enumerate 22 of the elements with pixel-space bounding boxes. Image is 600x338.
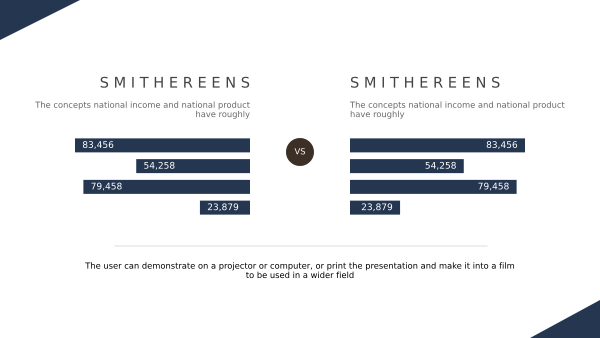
data-label: 83,456: [82, 141, 114, 149]
bar: [350, 159, 464, 174]
text: VS: [294, 148, 306, 154]
bar: [136, 159, 250, 174]
chart-title: S M I T H E R E E N S: [350, 76, 500, 88]
data-label: 54,258: [426, 162, 456, 170]
chart-subtitle: The concepts national income and national product have roughly: [350, 101, 565, 119]
data-label: 23,879: [362, 203, 392, 212]
bar: [83, 180, 250, 194]
bar: [200, 200, 250, 215]
data-label: 54,258: [144, 162, 174, 170]
chart-subtitle: The concepts national income and national product have roughly: [35, 101, 250, 119]
bar: [350, 200, 400, 215]
bar: [350, 138, 525, 152]
bar: [350, 180, 517, 194]
data-label: 83,456: [486, 141, 518, 149]
bar: [75, 138, 250, 152]
data-label: 79,458: [91, 182, 122, 190]
chart-title: S M I T H E R E E N S: [100, 76, 250, 88]
data-label: 23,879: [208, 203, 238, 212]
data-label: 79,458: [478, 182, 509, 190]
text: The user can demonstrate on a projector or computer, or print the presentation and make it into a film to be used in a wider field: [85, 262, 514, 278]
